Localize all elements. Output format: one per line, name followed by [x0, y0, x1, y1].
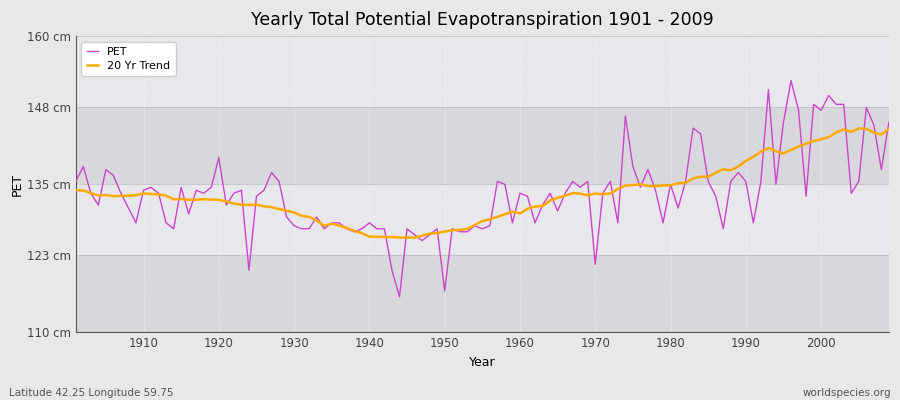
PET: [612, 220, 623, 225]
20 Yr Trend: [341, 226, 352, 230]
PET: [394, 294, 405, 299]
Bar: [76, 36, 889, 107]
20 Yr Trend: [410, 235, 420, 240]
PET: [522, 194, 533, 198]
Text: Latitude 42.25 Longitude 59.75: Latitude 42.25 Longitude 59.75: [9, 388, 174, 398]
PET: [884, 120, 895, 124]
X-axis label: Year: Year: [469, 356, 496, 369]
PET: [130, 220, 141, 225]
PET: [341, 226, 352, 231]
PET: [70, 179, 81, 184]
Title: Yearly Total Potential Evapotranspiration 1901 - 2009: Yearly Total Potential Evapotranspiratio…: [251, 11, 714, 29]
20 Yr Trend: [612, 187, 623, 192]
PET: [296, 226, 307, 231]
20 Yr Trend: [296, 214, 307, 218]
20 Yr Trend: [884, 126, 895, 131]
Legend: PET, 20 Yr Trend: PET, 20 Yr Trend: [81, 42, 176, 76]
20 Yr Trend: [853, 126, 864, 131]
20 Yr Trend: [515, 211, 526, 216]
Line: PET: PET: [76, 81, 889, 297]
Y-axis label: PET: PET: [11, 173, 24, 196]
Bar: [76, 107, 889, 184]
Line: 20 Yr Trend: 20 Yr Trend: [76, 128, 889, 238]
Bar: [76, 256, 889, 332]
20 Yr Trend: [70, 188, 81, 193]
PET: [786, 78, 796, 83]
Bar: [76, 184, 889, 256]
PET: [515, 191, 526, 196]
20 Yr Trend: [522, 206, 533, 211]
Text: worldspecies.org: worldspecies.org: [803, 388, 891, 398]
20 Yr Trend: [130, 193, 141, 198]
